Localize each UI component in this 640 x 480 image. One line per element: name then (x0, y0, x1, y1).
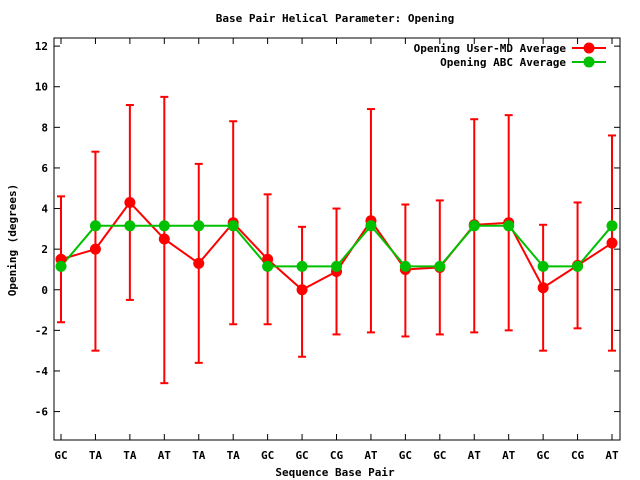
data-point-series-0 (124, 196, 136, 208)
data-point-series-1 (55, 260, 67, 272)
x-tick-label: GC (399, 449, 412, 462)
x-tick-label: AT (605, 449, 619, 462)
y-tick-label: -4 (35, 365, 49, 378)
legend-marker (583, 42, 595, 54)
y-tick-label: 6 (41, 162, 48, 175)
data-point-series-0 (296, 284, 308, 296)
data-point-series-1 (365, 220, 377, 232)
y-axis-label: Opening (degrees) (6, 184, 19, 297)
y-tick-label: 4 (41, 203, 48, 216)
data-point-series-1 (537, 260, 549, 272)
data-point-series-1 (572, 260, 584, 272)
data-point-series-1 (89, 220, 101, 232)
data-point-series-1 (503, 220, 515, 232)
x-tick-label: GC (537, 449, 550, 462)
x-tick-label: GC (433, 449, 446, 462)
x-tick-label: AT (364, 449, 378, 462)
chart-title: Base Pair Helical Parameter: Opening (216, 12, 454, 25)
data-point-series-1 (296, 260, 308, 272)
data-point-series-1 (606, 220, 618, 232)
x-tick-label: AT (502, 449, 516, 462)
x-tick-label: TA (227, 449, 241, 462)
data-point-series-0 (193, 257, 205, 269)
data-point-series-0 (158, 233, 170, 245)
legend-marker (583, 56, 595, 68)
data-point-series-0 (606, 237, 618, 249)
x-tick-label: CG (571, 449, 585, 462)
y-tick-label: 12 (35, 40, 48, 53)
data-point-series-1 (399, 260, 411, 272)
data-point-series-1 (468, 220, 480, 232)
data-point-series-0 (89, 243, 101, 255)
y-tick-label: 10 (35, 81, 48, 94)
data-point-series-1 (434, 260, 446, 272)
y-tick-label: 0 (41, 284, 48, 297)
x-tick-label: AT (468, 449, 482, 462)
x-tick-label: TA (89, 449, 103, 462)
x-tick-label: GC (261, 449, 274, 462)
data-point-series-1 (124, 220, 136, 232)
x-tick-label: GC (54, 449, 67, 462)
data-point-series-0 (537, 282, 549, 294)
x-axis-label: Sequence Base Pair (275, 466, 395, 479)
y-tick-label: 2 (41, 243, 48, 256)
x-tick-label: GC (295, 449, 308, 462)
y-tick-label: -6 (35, 406, 49, 419)
data-point-series-1 (227, 220, 239, 232)
error-bars (57, 95, 616, 385)
x-tick-label: AT (158, 449, 172, 462)
series-points (55, 196, 618, 296)
x-tick-label: TA (123, 449, 137, 462)
data-point-series-1 (158, 220, 170, 232)
x-tick-label: CG (330, 449, 344, 462)
data-point-series-1 (262, 260, 274, 272)
data-point-series-1 (193, 220, 205, 232)
axis-ticks: -6 -4 -2 0 2 4 6 8 10 12 GC TA TA AT TA TA GC GC CG AT GC GC A… (35, 38, 620, 462)
legend-label: Opening ABC Average (440, 56, 566, 69)
y-tick-label: 8 (41, 121, 48, 134)
data-point-series-1 (331, 260, 342, 272)
legend-label: Opening User-MD Average (414, 42, 567, 55)
y-tick-label: -2 (35, 324, 48, 337)
x-tick-label: TA (192, 449, 206, 462)
